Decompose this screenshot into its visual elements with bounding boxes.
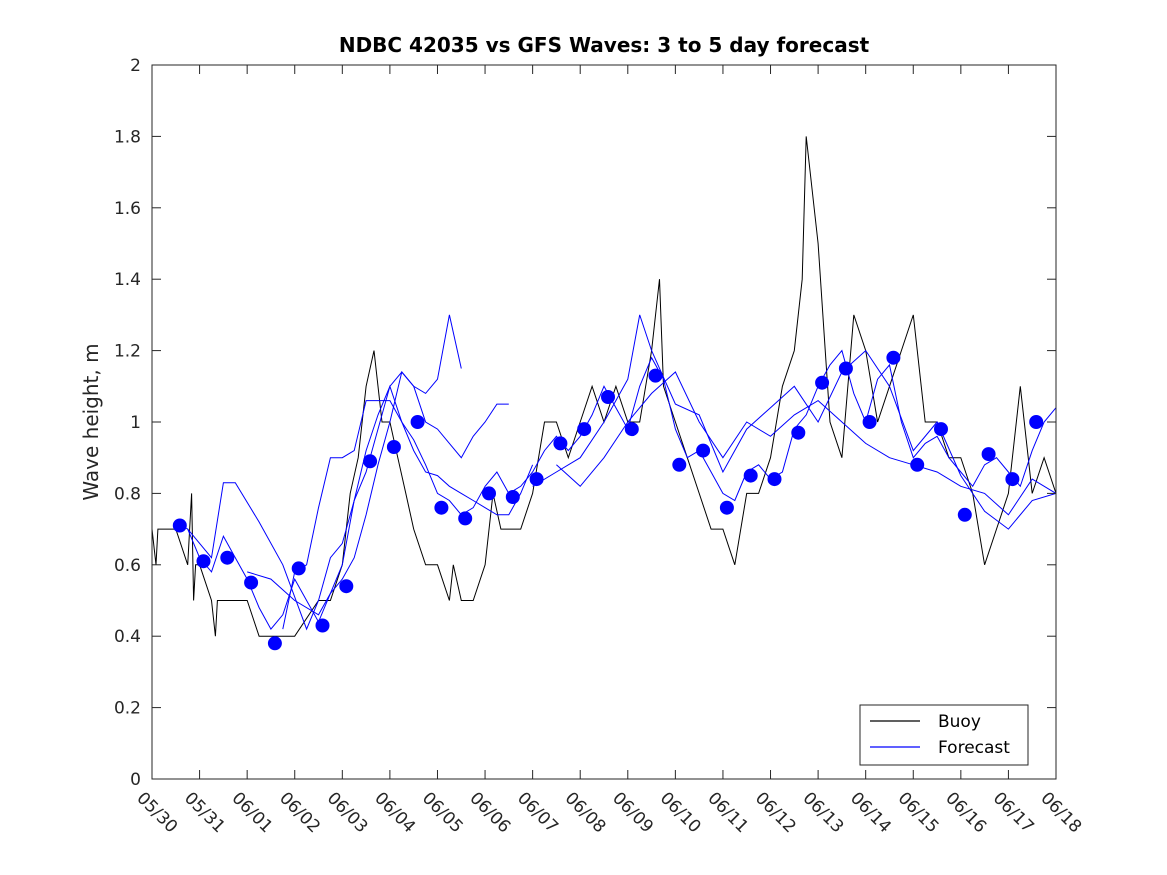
y-tick-label: 1.2 (114, 342, 141, 362)
forecast-point (363, 454, 378, 469)
forecast-point (267, 636, 282, 651)
forecast-point (220, 550, 235, 565)
y-tick-label: 2 (130, 56, 141, 76)
forecast-point (291, 561, 306, 576)
y-tick-label: 1.8 (114, 127, 141, 147)
forecast-point (886, 350, 901, 365)
forecast-series-line-4 (282, 400, 534, 630)
forecast-point (505, 490, 520, 504)
forecast-point (482, 486, 496, 501)
forecast-point (601, 390, 615, 404)
forecast-point (815, 375, 830, 390)
forecast-point (696, 443, 711, 458)
forecast-series-line-6 (556, 371, 1057, 516)
forecast-point (529, 472, 544, 487)
forecast-point (910, 457, 925, 472)
y-tick-label: 0.8 (114, 484, 141, 504)
forecast-point (172, 518, 187, 533)
y-tick-label: 1 (130, 413, 141, 433)
forecast-series-line-2 (187, 314, 462, 631)
forecast-point (339, 579, 354, 594)
y-tick-label: 1.4 (114, 270, 141, 290)
forecast-point (410, 415, 425, 429)
forecast-point (862, 415, 877, 429)
forecast-point (719, 500, 734, 515)
forecast-point (196, 554, 211, 569)
forecast-point (1029, 415, 1044, 429)
forecast-point (434, 500, 449, 515)
buoy-series-line (151, 136, 1057, 637)
forecast-point (624, 422, 639, 437)
forecast-point (791, 425, 806, 440)
forecast-point (1005, 472, 1020, 487)
forecast-point (957, 507, 972, 522)
forecast-point (244, 575, 259, 590)
forecast-series-line-5 (532, 314, 1057, 530)
y-tick-label: 0.6 (114, 556, 141, 576)
y-tick-label: 0.4 (114, 627, 141, 647)
forecast-point (672, 457, 687, 472)
forecast-point (934, 422, 948, 437)
legend-box (859, 704, 1029, 766)
y-tick-label: 1.6 (114, 199, 141, 219)
forecast-point (577, 422, 592, 437)
forecast-point (315, 618, 330, 633)
y-tick-label: 0.2 (114, 699, 141, 719)
forecast-point (458, 511, 473, 526)
legend-buoy-label: Buoy (938, 712, 981, 732)
legend-forecast-label: Forecast (938, 738, 1010, 758)
forecast-point (743, 468, 758, 483)
marker-layer (172, 350, 1044, 651)
series-layer (151, 136, 1057, 637)
chart-title: NDBC 42035 vs GFS Waves: 3 to 5 day fore… (339, 33, 870, 57)
y-tick-label: 0 (130, 770, 141, 790)
forecast-series-line-1 (175, 349, 1057, 630)
forecast-point (386, 440, 401, 454)
forecast-point (838, 361, 853, 376)
forecast-point (553, 436, 568, 451)
forecast-point (767, 472, 782, 487)
y-axis-label: Wave height, m (79, 343, 103, 500)
forecast-point (648, 368, 663, 383)
forecast-point (981, 447, 996, 462)
legend: Buoy Forecast (859, 704, 1029, 766)
forecast-series-line-3 (247, 370, 509, 616)
